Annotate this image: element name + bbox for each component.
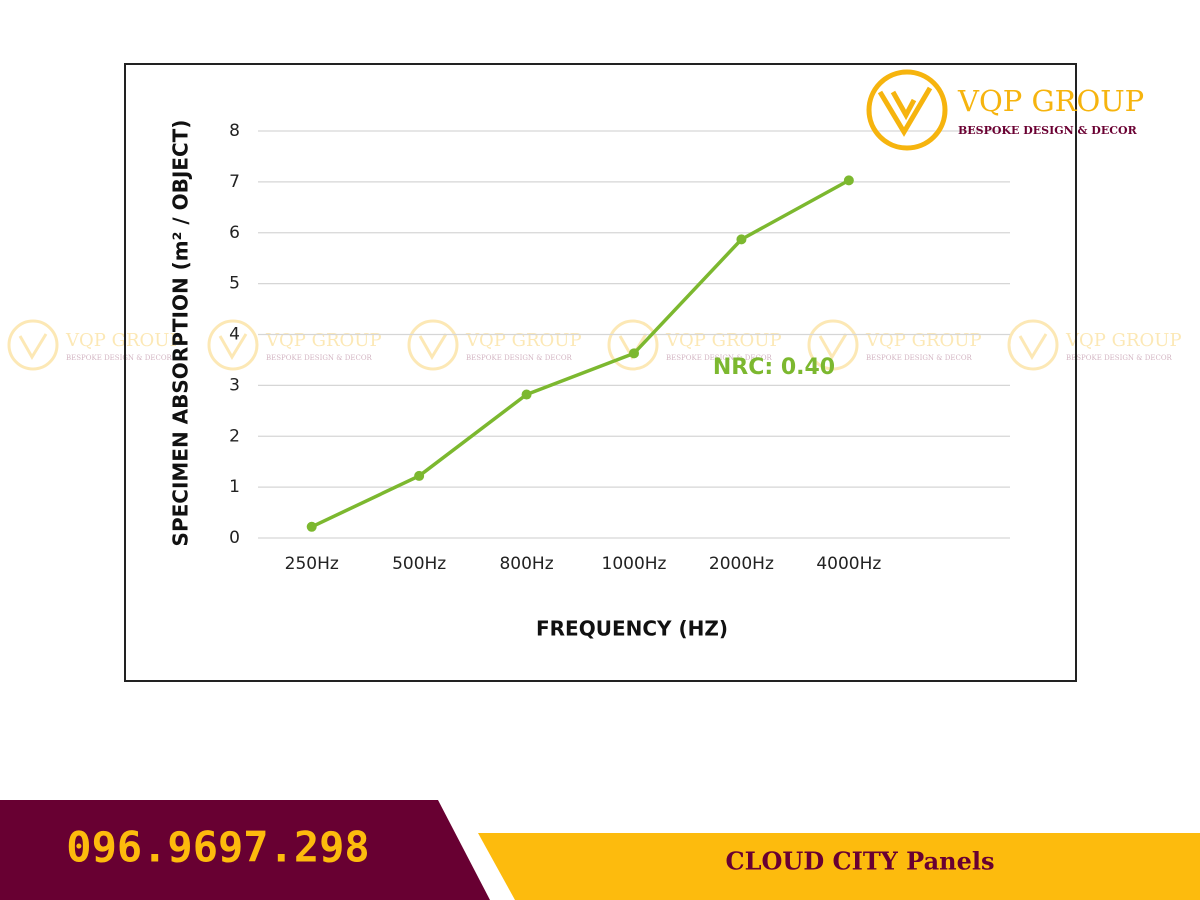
x-tick-label: 4000Hz [816,554,881,574]
watermark-ring [807,319,859,371]
watermark-name: VQP GROUP [1065,330,1182,351]
watermark-mark [18,333,48,360]
watermark-tagline: BESPOKE DESIGN & DECOR [666,354,773,362]
y-tick-label: 4 [229,325,240,345]
watermark-name: VQP GROUP [865,330,982,351]
logo-name: VQP GROUP [957,84,1144,118]
y-tick-label: 5 [229,274,240,294]
y-tick-label: 7 [229,172,240,192]
data-point [414,470,425,481]
watermark-ring [407,319,459,371]
watermark-tagline: BESPOKE DESIGN & DECOR [866,354,973,362]
logo: VQP GROUP BESPOKE DESIGN & DECOR [866,69,1144,151]
footer-left-band [0,800,490,900]
product-name: CLOUD CITY Panels [726,847,995,876]
y-tick-label: 3 [229,375,240,395]
logo-mark [877,86,933,137]
series-line [310,178,850,529]
watermark-ring [607,319,659,371]
data-point [306,521,317,532]
data-point [736,234,747,245]
watermark-tagline: BESPOKE DESIGN & DECOR [1066,354,1173,362]
plot: 0 1 2 3 4 5 6 7 8 250Hz 500Hz 800Hz 1000Hz 2000Hz 4000… [229,121,1010,574]
watermark-ring [7,319,59,371]
y-tick-label: 2 [229,426,240,446]
annotation: NRC: 0.40 [713,355,835,380]
data-point [521,389,532,400]
watermark-name: VQP GROUP [465,330,582,351]
watermark-tagline: BESPOKE DESIGN & DECOR [266,354,373,362]
watermark-mark [1018,333,1048,360]
data-point [629,348,639,359]
x-tick-label: 800Hz [499,554,553,574]
y-tick-label: 0 [229,528,240,548]
y-axis-label: SPECIMEN ABSORPTION (m² / OBJECT) [169,120,193,547]
watermarks: VQP GROUP BESPOKE DESIGN & DECOR VQP GROUP… [7,319,1182,371]
x-tick-label: 1000Hz [602,554,667,574]
watermark-ring [1007,319,1059,371]
logo-tagline: BESPOKE DESIGN & DECOR [958,124,1138,137]
footer-right-band [478,833,1200,900]
watermark-tagline: BESPOKE DESIGN & DECOR [66,354,173,362]
watermark-mark [218,333,248,360]
watermark-name: VQP GROUP [665,330,782,351]
watermark-tagline: BESPOKE DESIGN & DECOR [466,354,573,362]
y-tick-label: 1 [229,477,240,497]
x-tick-label: 250Hz [285,554,339,574]
logo-ring [866,69,948,151]
y-tick-label: 8 [229,121,240,141]
y-tick-label: 6 [229,223,240,243]
watermark-mark [418,333,448,360]
watermark-name: VQP GROUP [65,330,182,351]
chart-frame [124,63,1077,682]
data-point [843,175,854,186]
x-axis-label: FREQUENCY (HZ) [536,617,728,641]
x-tick-label: 500Hz [392,554,446,574]
watermark-name: VQP GROUP [265,330,382,351]
watermark-mark [818,333,848,360]
x-tick-label: 2000Hz [709,554,774,574]
phone: 096.9697.298 [66,823,369,872]
watermark-ring [207,319,259,371]
